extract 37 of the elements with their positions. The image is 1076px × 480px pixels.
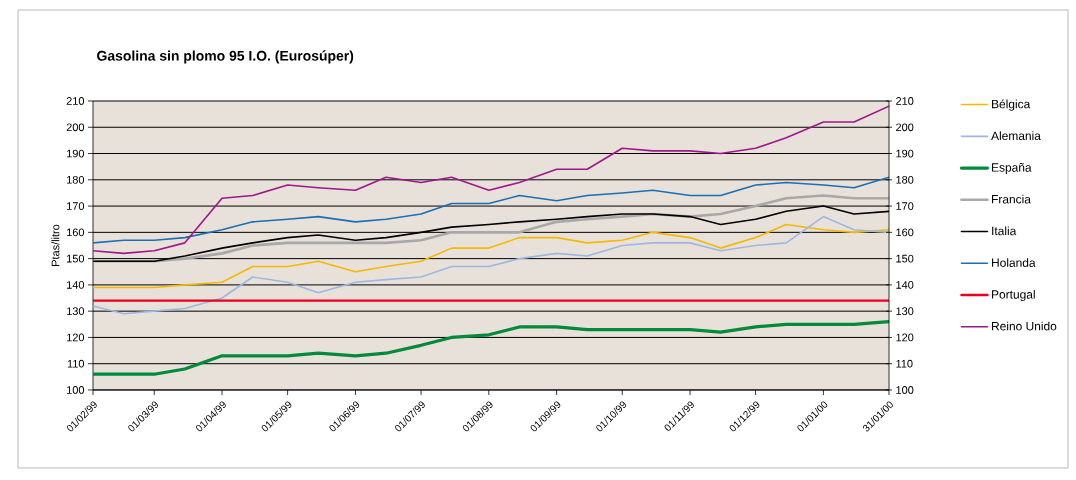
y2-tick-label: 130 bbox=[896, 307, 914, 316]
legend-label: España bbox=[992, 163, 1032, 175]
legend-label: Bélgica bbox=[992, 99, 1031, 111]
y-tick-label: 120 bbox=[67, 333, 85, 342]
y2-tick-label: 120 bbox=[896, 333, 914, 342]
y-tick-label: 170 bbox=[67, 202, 85, 210]
legend-label: Holanda bbox=[992, 258, 1036, 267]
y-tick-label: 140 bbox=[67, 281, 85, 289]
line-series bbox=[93, 105, 890, 255]
y-tick-label: 130 bbox=[67, 307, 85, 316]
y-tick-label: 210 bbox=[66, 97, 85, 105]
y-tick-label: 100 bbox=[67, 386, 85, 394]
y2-tick-label: 190 bbox=[896, 149, 914, 158]
y-tick-label: 190 bbox=[67, 149, 85, 158]
y2-tick-label: 160 bbox=[896, 228, 914, 237]
y2-tick-label: 170 bbox=[896, 202, 914, 210]
legend-label: Portugal bbox=[992, 289, 1035, 302]
y2-tick-label: 100 bbox=[896, 386, 914, 394]
legend-label: Italia bbox=[992, 226, 1017, 236]
chart-title: Gasolina sin plomo 95 I.O. (Eurosúper) bbox=[97, 50, 354, 64]
y-tick-label: 160 bbox=[67, 228, 85, 237]
y2-tick-label: 180 bbox=[896, 175, 914, 184]
line-series bbox=[93, 215, 890, 315]
legend-label: Alemania bbox=[991, 131, 1041, 141]
line-series bbox=[93, 176, 890, 244]
y2-tick-label: 140 bbox=[896, 281, 914, 289]
y2-tick-label: 110 bbox=[896, 359, 913, 368]
y2-tick-label: 200 bbox=[896, 123, 914, 132]
y2-tick-label: 210 bbox=[896, 97, 914, 105]
legend-label: Reino Unido bbox=[992, 321, 1057, 331]
y-axis-title: Ptas/litro bbox=[51, 224, 60, 266]
y-tick-label: 150 bbox=[67, 254, 85, 263]
legend-label: Francia bbox=[992, 194, 1031, 204]
y-tick-label: 200 bbox=[66, 123, 85, 132]
y2-tick-label: 150 bbox=[896, 254, 914, 263]
y-tick-label: 180 bbox=[67, 175, 85, 184]
y-tick-label: 110 bbox=[67, 359, 85, 368]
